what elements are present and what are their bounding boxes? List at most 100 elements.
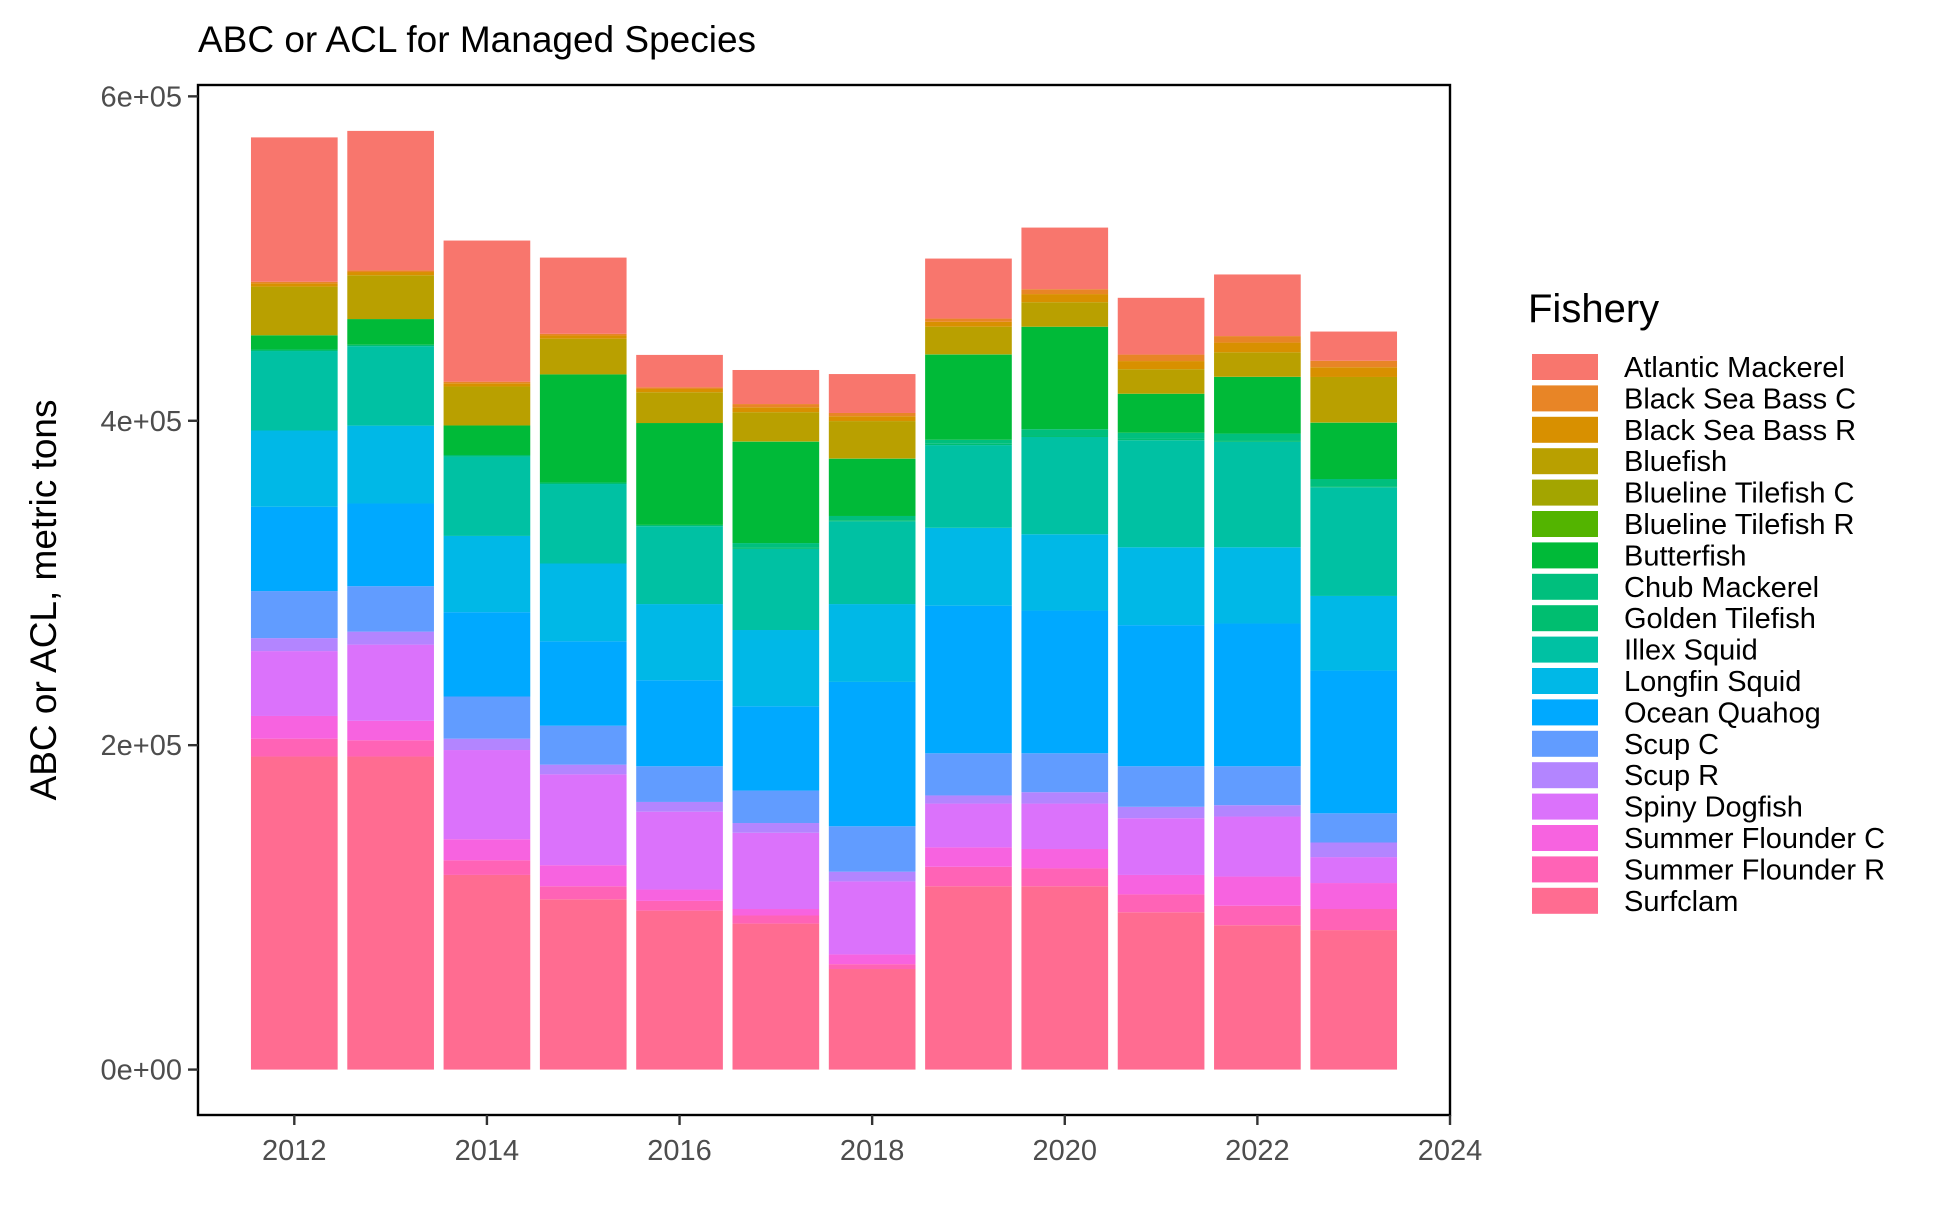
bar-segment: [347, 272, 434, 275]
bar-stack: [1021, 228, 1108, 1070]
bar-segment: [1021, 849, 1108, 868]
bar-segment: [444, 739, 531, 750]
bar-segment: [1310, 367, 1397, 377]
bar-segment: [829, 516, 916, 520]
bar-segment: [1310, 883, 1397, 909]
bar-segment: [1214, 343, 1301, 353]
bar-segment: [1310, 487, 1397, 596]
bar-segment: [251, 716, 338, 739]
bar-segment: [636, 812, 723, 890]
bar-segment: [1118, 912, 1205, 1069]
bar-stack: [1310, 332, 1397, 1070]
legend-label: Black Sea Bass R: [1624, 415, 1856, 447]
bar-stack: [347, 131, 434, 1070]
legend-label: Surfclam: [1624, 886, 1738, 918]
bar-segment: [1021, 611, 1108, 754]
bar-segment: [925, 847, 1012, 866]
legend-swatch: [1532, 856, 1598, 882]
bar-segment: [251, 757, 338, 1070]
bar-stack: [733, 370, 820, 1070]
bar-segment: [925, 795, 1012, 803]
legend-item: Bluefish: [1532, 446, 1727, 478]
legend-label: Scup C: [1624, 729, 1719, 761]
bar-segment: [444, 455, 531, 456]
bar-segment: [636, 890, 723, 901]
bar-segment: [925, 444, 1012, 445]
bar-segment: [636, 680, 723, 766]
legend-label: Illex Squid: [1624, 635, 1758, 667]
bar-segment: [733, 791, 820, 823]
bar-segment: [636, 901, 723, 911]
bar-segment: [1118, 807, 1205, 818]
bar-segment: [1021, 289, 1108, 294]
bar-segment: [733, 549, 820, 630]
legend-swatch: [1532, 417, 1598, 443]
bar-segment: [925, 259, 1012, 319]
legend-label: Summer Flounder R: [1624, 854, 1885, 886]
bar-segment: [1214, 377, 1301, 434]
bar-segment: [251, 651, 338, 716]
bar-segment: [1021, 792, 1108, 803]
legend-swatch: [1532, 888, 1598, 914]
bar-segment: [540, 335, 627, 338]
bar-segment: [829, 416, 916, 421]
bar-segment: [347, 275, 434, 319]
legend-label: Golden Tilefish: [1624, 603, 1816, 635]
legend-label: Atlantic Mackerel: [1624, 352, 1845, 384]
bar-segment: [1021, 429, 1108, 435]
bar-segment: [925, 886, 1012, 1069]
bar-segment: [925, 440, 1012, 444]
legend-swatch: [1532, 637, 1598, 663]
legend-item: Atlantic Mackerel: [1532, 352, 1845, 384]
bar-segment: [1118, 433, 1205, 439]
bar-segment: [1118, 547, 1205, 625]
bar-segment: [444, 839, 531, 860]
bar-segment: [1214, 805, 1301, 816]
bar-segment: [636, 389, 723, 392]
bar-segment: [733, 548, 820, 549]
bar-segment: [1214, 925, 1301, 1069]
bar-stack: [251, 137, 338, 1069]
bar-segment: [829, 520, 916, 521]
x-tick-label: 2012: [262, 1135, 327, 1167]
bar-segment: [636, 392, 723, 423]
bar-segment: [829, 872, 916, 882]
legend-label: Blueline Tilefish C: [1624, 478, 1855, 510]
bar-segment: [733, 909, 820, 915]
bar-segment: [444, 456, 531, 535]
bar-segment: [1310, 332, 1397, 361]
bar-segment: [925, 753, 1012, 795]
bar-segment: [733, 412, 820, 441]
bar-segment: [829, 604, 916, 682]
y-tick-label: 2e+05: [101, 730, 182, 762]
bar-segment: [1214, 624, 1301, 767]
legend-swatch: [1532, 511, 1598, 537]
bar-segment: [444, 425, 531, 455]
bar-segment: [1310, 930, 1397, 1070]
bar-segment: [347, 721, 434, 740]
legend-swatch: [1532, 699, 1598, 725]
bar-segment: [540, 258, 627, 334]
legend-label: Ocean Quahog: [1624, 697, 1821, 729]
bar-segment: [251, 638, 338, 651]
bar-segment: [444, 383, 531, 386]
bar-segment: [1310, 813, 1397, 842]
legend-item: Blueline Tilefish R: [1532, 509, 1855, 541]
legend-item: Butterfish: [1532, 540, 1747, 572]
bar-segment: [733, 915, 820, 923]
bar-segment: [251, 335, 338, 349]
bar-stack: [925, 259, 1012, 1070]
bar-segment: [251, 283, 338, 286]
bar-segment: [829, 826, 916, 871]
bar-segment: [1118, 894, 1205, 912]
bar-segment: [540, 484, 627, 563]
bar-stack: [829, 374, 916, 1070]
bar-segment: [444, 750, 531, 839]
chart-title: ABC or ACL for Managed Species: [198, 19, 756, 60]
bar-segment: [347, 131, 434, 271]
bar-segment: [540, 899, 627, 1069]
bar-segment: [1310, 857, 1397, 883]
bar-segment: [733, 404, 820, 407]
bar-segment: [1214, 274, 1301, 336]
